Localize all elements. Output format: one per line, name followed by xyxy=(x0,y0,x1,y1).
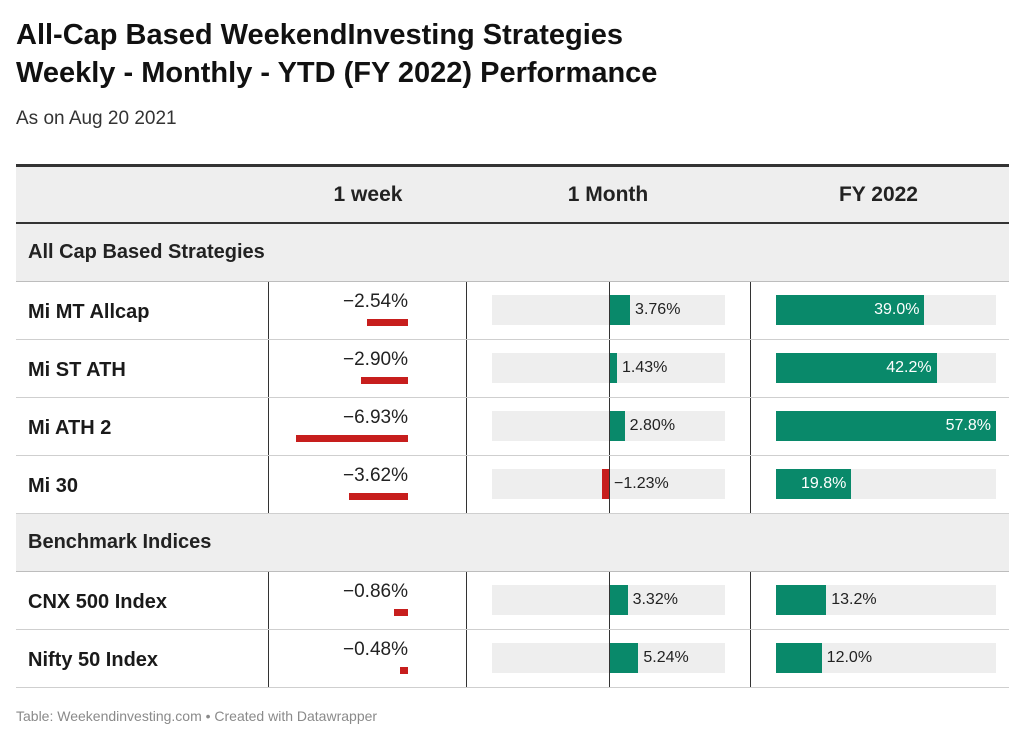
month-track xyxy=(492,295,725,325)
column-divider xyxy=(268,282,269,339)
group-label: All Cap Based Strategies xyxy=(28,241,265,263)
month-track xyxy=(492,585,725,615)
column-divider xyxy=(466,340,467,397)
month-bar xyxy=(609,585,628,615)
header-name xyxy=(16,167,268,222)
month-value-label: 3.32% xyxy=(632,591,678,608)
week-bar xyxy=(400,667,408,674)
fy-bar xyxy=(776,295,925,325)
week-bar xyxy=(394,609,408,616)
week-bar xyxy=(361,377,408,384)
source-footer: Table: Weekendinvesting.com • Created wi… xyxy=(16,708,378,724)
week-bar xyxy=(349,493,408,500)
column-divider xyxy=(466,282,467,339)
column-divider xyxy=(268,456,269,513)
month-axis-line xyxy=(609,572,610,629)
month-value-label: −1.23% xyxy=(614,475,669,492)
row-name: Mi MT Allcap xyxy=(28,301,150,323)
month-value-label: 2.80% xyxy=(629,417,676,434)
table-row: CNX 500 Index −0.86% 3.32% 13.2% xyxy=(16,572,1009,630)
table-header: 1 week 1 Month FY 2022 xyxy=(16,164,1009,224)
week-value-label: −6.93% xyxy=(343,407,408,428)
fy-bar xyxy=(776,585,827,615)
row-name: Mi ST ATH xyxy=(28,359,126,381)
month-bar xyxy=(609,295,631,325)
month-axis-line xyxy=(609,398,610,455)
week-bar xyxy=(366,319,408,326)
month-track xyxy=(492,643,725,673)
column-divider xyxy=(750,340,751,397)
fy-value-label: 39.0% xyxy=(874,301,920,318)
column-divider xyxy=(750,398,751,455)
week-value-label: −3.62% xyxy=(343,465,408,486)
chart-subtitle: As on Aug 20 2021 xyxy=(16,108,177,129)
table-row: Mi MT Allcap −2.54% 3.76% 39.0% xyxy=(16,282,1009,340)
column-divider xyxy=(466,456,467,513)
fy-value-label: 12.0% xyxy=(826,649,873,666)
chart-title: All-Cap Based WeekendInvesting Strategie… xyxy=(16,16,1016,92)
row-name: Mi ATH 2 xyxy=(28,417,112,439)
month-value-label: 1.43% xyxy=(622,359,668,376)
fy-value-label: 42.2% xyxy=(886,359,932,376)
month-axis-line xyxy=(609,630,610,687)
month-value-label: 5.24% xyxy=(643,649,689,666)
fy-bar xyxy=(776,353,937,383)
fy-value-label: 13.2% xyxy=(831,591,877,608)
group-header: All Cap Based Strategies xyxy=(16,224,1009,282)
row-name: CNX 500 Index xyxy=(28,591,167,613)
row-name: Nifty 50 Index xyxy=(28,649,159,671)
group-header: Benchmark Indices xyxy=(16,514,1009,572)
week-value-label: −2.90% xyxy=(343,349,408,370)
fy-value-label: 57.8% xyxy=(945,417,991,434)
month-track xyxy=(492,353,725,383)
week-value-label: −0.86% xyxy=(343,581,408,602)
column-divider xyxy=(750,456,751,513)
header-fy-2022: FY 2022 xyxy=(838,183,918,206)
title-line-2: Weekly - Monthly - YTD (FY 2022) Perform… xyxy=(16,57,658,89)
fy-bar xyxy=(776,643,822,673)
table-row: Nifty 50 Index −0.48% 5.24% 12.0% xyxy=(16,630,1009,688)
column-divider xyxy=(466,398,467,455)
month-axis-line xyxy=(609,282,610,339)
month-bar xyxy=(609,643,639,673)
week-value-label: −0.48% xyxy=(343,639,408,660)
month-bar xyxy=(609,411,625,441)
week-value-label: −2.54% xyxy=(343,291,408,312)
column-divider xyxy=(750,630,751,687)
table-body: All Cap Based Strategies Mi MT Allcap −2.5… xyxy=(16,224,1009,688)
month-axis-line xyxy=(609,456,610,513)
month-axis-line xyxy=(609,340,610,397)
week-bar xyxy=(295,435,408,442)
month-track xyxy=(492,411,725,441)
header-1-week: 1 week xyxy=(333,183,403,206)
column-divider xyxy=(466,572,467,629)
fy-bar xyxy=(776,469,852,499)
title-line-1: All-Cap Based WeekendInvesting Strategie… xyxy=(16,19,624,51)
group-label: Benchmark Indices xyxy=(28,531,212,553)
column-divider xyxy=(268,340,269,397)
month-bar xyxy=(609,353,617,383)
table-row: Mi ATH 2 −6.93% 2.80% 57.8% xyxy=(16,398,1009,456)
row-name: Mi 30 xyxy=(28,475,79,497)
month-bar xyxy=(602,469,609,499)
column-divider xyxy=(268,630,269,687)
column-divider xyxy=(268,398,269,455)
column-divider xyxy=(268,572,269,629)
performance-table: 1 week 1 Month FY 2022 All Cap Based Str… xyxy=(16,164,1009,688)
month-value-label: 3.76% xyxy=(635,301,681,318)
fy-bar xyxy=(776,411,996,441)
fy-value-label: 19.8% xyxy=(801,475,847,492)
column-divider xyxy=(466,630,467,687)
column-divider xyxy=(750,282,751,339)
table-row: Mi ST ATH −2.90% 1.43% 42.2% xyxy=(16,340,1009,398)
column-divider xyxy=(750,572,751,629)
table-row: Mi 30 −3.62% −1.23% 19.8% xyxy=(16,456,1009,514)
header-1-month: 1 Month xyxy=(567,183,649,206)
